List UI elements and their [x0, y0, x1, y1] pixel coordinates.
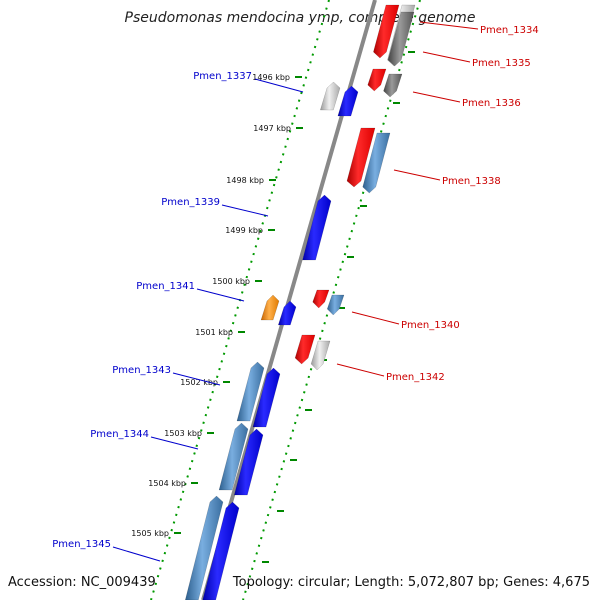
- scale-tick-label: 1496 kbp: [252, 73, 290, 82]
- gene-arrow: [185, 495, 224, 600]
- gene-label[interactable]: Pmen_1341: [136, 281, 195, 292]
- gene-leader-line: [254, 78, 304, 93]
- gene-arrow: [302, 194, 332, 261]
- gene-arrow: [367, 68, 387, 92]
- gene-arrow: [362, 132, 391, 194]
- gene-leader-line: [196, 288, 245, 302]
- scale-tick-label: 1498 kbp: [226, 176, 264, 185]
- gene-label[interactable]: Pmen_1335: [472, 58, 531, 69]
- gene-label[interactable]: Pmen_1339: [161, 197, 220, 208]
- gene-arrow: [202, 501, 240, 600]
- gene-label[interactable]: Pmen_1340: [401, 320, 460, 331]
- gene-arrow: [346, 127, 376, 188]
- gene-arrow: [252, 367, 281, 428]
- gene-arrow: [294, 334, 316, 365]
- gene-arrow: [234, 428, 264, 496]
- scale-tick-label: 1502 kbp: [180, 378, 218, 387]
- gene-leader-line: [336, 363, 385, 377]
- gene-arrow: [387, 11, 415, 67]
- gene-label[interactable]: Pmen_1345: [52, 539, 111, 550]
- gene-label[interactable]: Pmen_1336: [462, 98, 521, 109]
- gene-arrow: [218, 422, 249, 491]
- scale-tick-label: 1501 kbp: [195, 328, 233, 337]
- gene-arrow: [320, 81, 341, 111]
- scale-tick-label: 1500 kbp: [212, 277, 250, 286]
- gene-label[interactable]: Pmen_1342: [386, 372, 445, 383]
- gene-label[interactable]: Pmen_1338: [442, 176, 501, 187]
- gene-arrow: [383, 73, 403, 98]
- scale-tick-label: 1505 kbp: [131, 529, 169, 538]
- gene-leader-line: [221, 204, 269, 217]
- gene-arrow: [337, 85, 359, 117]
- gene-leader-line: [172, 372, 221, 386]
- gene-arrow: [373, 4, 400, 59]
- gene-label[interactable]: Pmen_1334: [480, 25, 539, 36]
- gene-arrow: [260, 294, 280, 321]
- gene-arrow: [326, 294, 345, 316]
- gene-arrow: [236, 361, 265, 422]
- scale-tick-label: 1503 kbp: [164, 429, 202, 438]
- gene-arrow: [277, 300, 297, 326]
- scale-tick-label: 1504 kbp: [148, 479, 186, 488]
- gene-leader-line: [419, 21, 479, 30]
- gene-leader-line: [351, 311, 400, 325]
- scale-tick-label: 1499 kbp: [225, 226, 263, 235]
- gene-leader-line: [150, 436, 199, 450]
- gene-label[interactable]: Pmen_1344: [90, 429, 149, 440]
- accession-text: Accession: NC_009439: [8, 575, 156, 590]
- scale-tick-label: 1497 kbp: [253, 124, 291, 133]
- gene-leader-line: [422, 51, 471, 63]
- gene-label[interactable]: Pmen_1343: [112, 365, 171, 376]
- gene-label[interactable]: Pmen_1337: [193, 71, 252, 82]
- gene-arrow: [310, 340, 331, 371]
- gene-arrow: [312, 289, 330, 309]
- topology-text: Topology: circular; Length: 5,072,807 bp…: [232, 575, 590, 590]
- gene-leader-line: [112, 546, 161, 562]
- gene-leader-line: [393, 169, 441, 181]
- gene-leader-line: [412, 91, 461, 103]
